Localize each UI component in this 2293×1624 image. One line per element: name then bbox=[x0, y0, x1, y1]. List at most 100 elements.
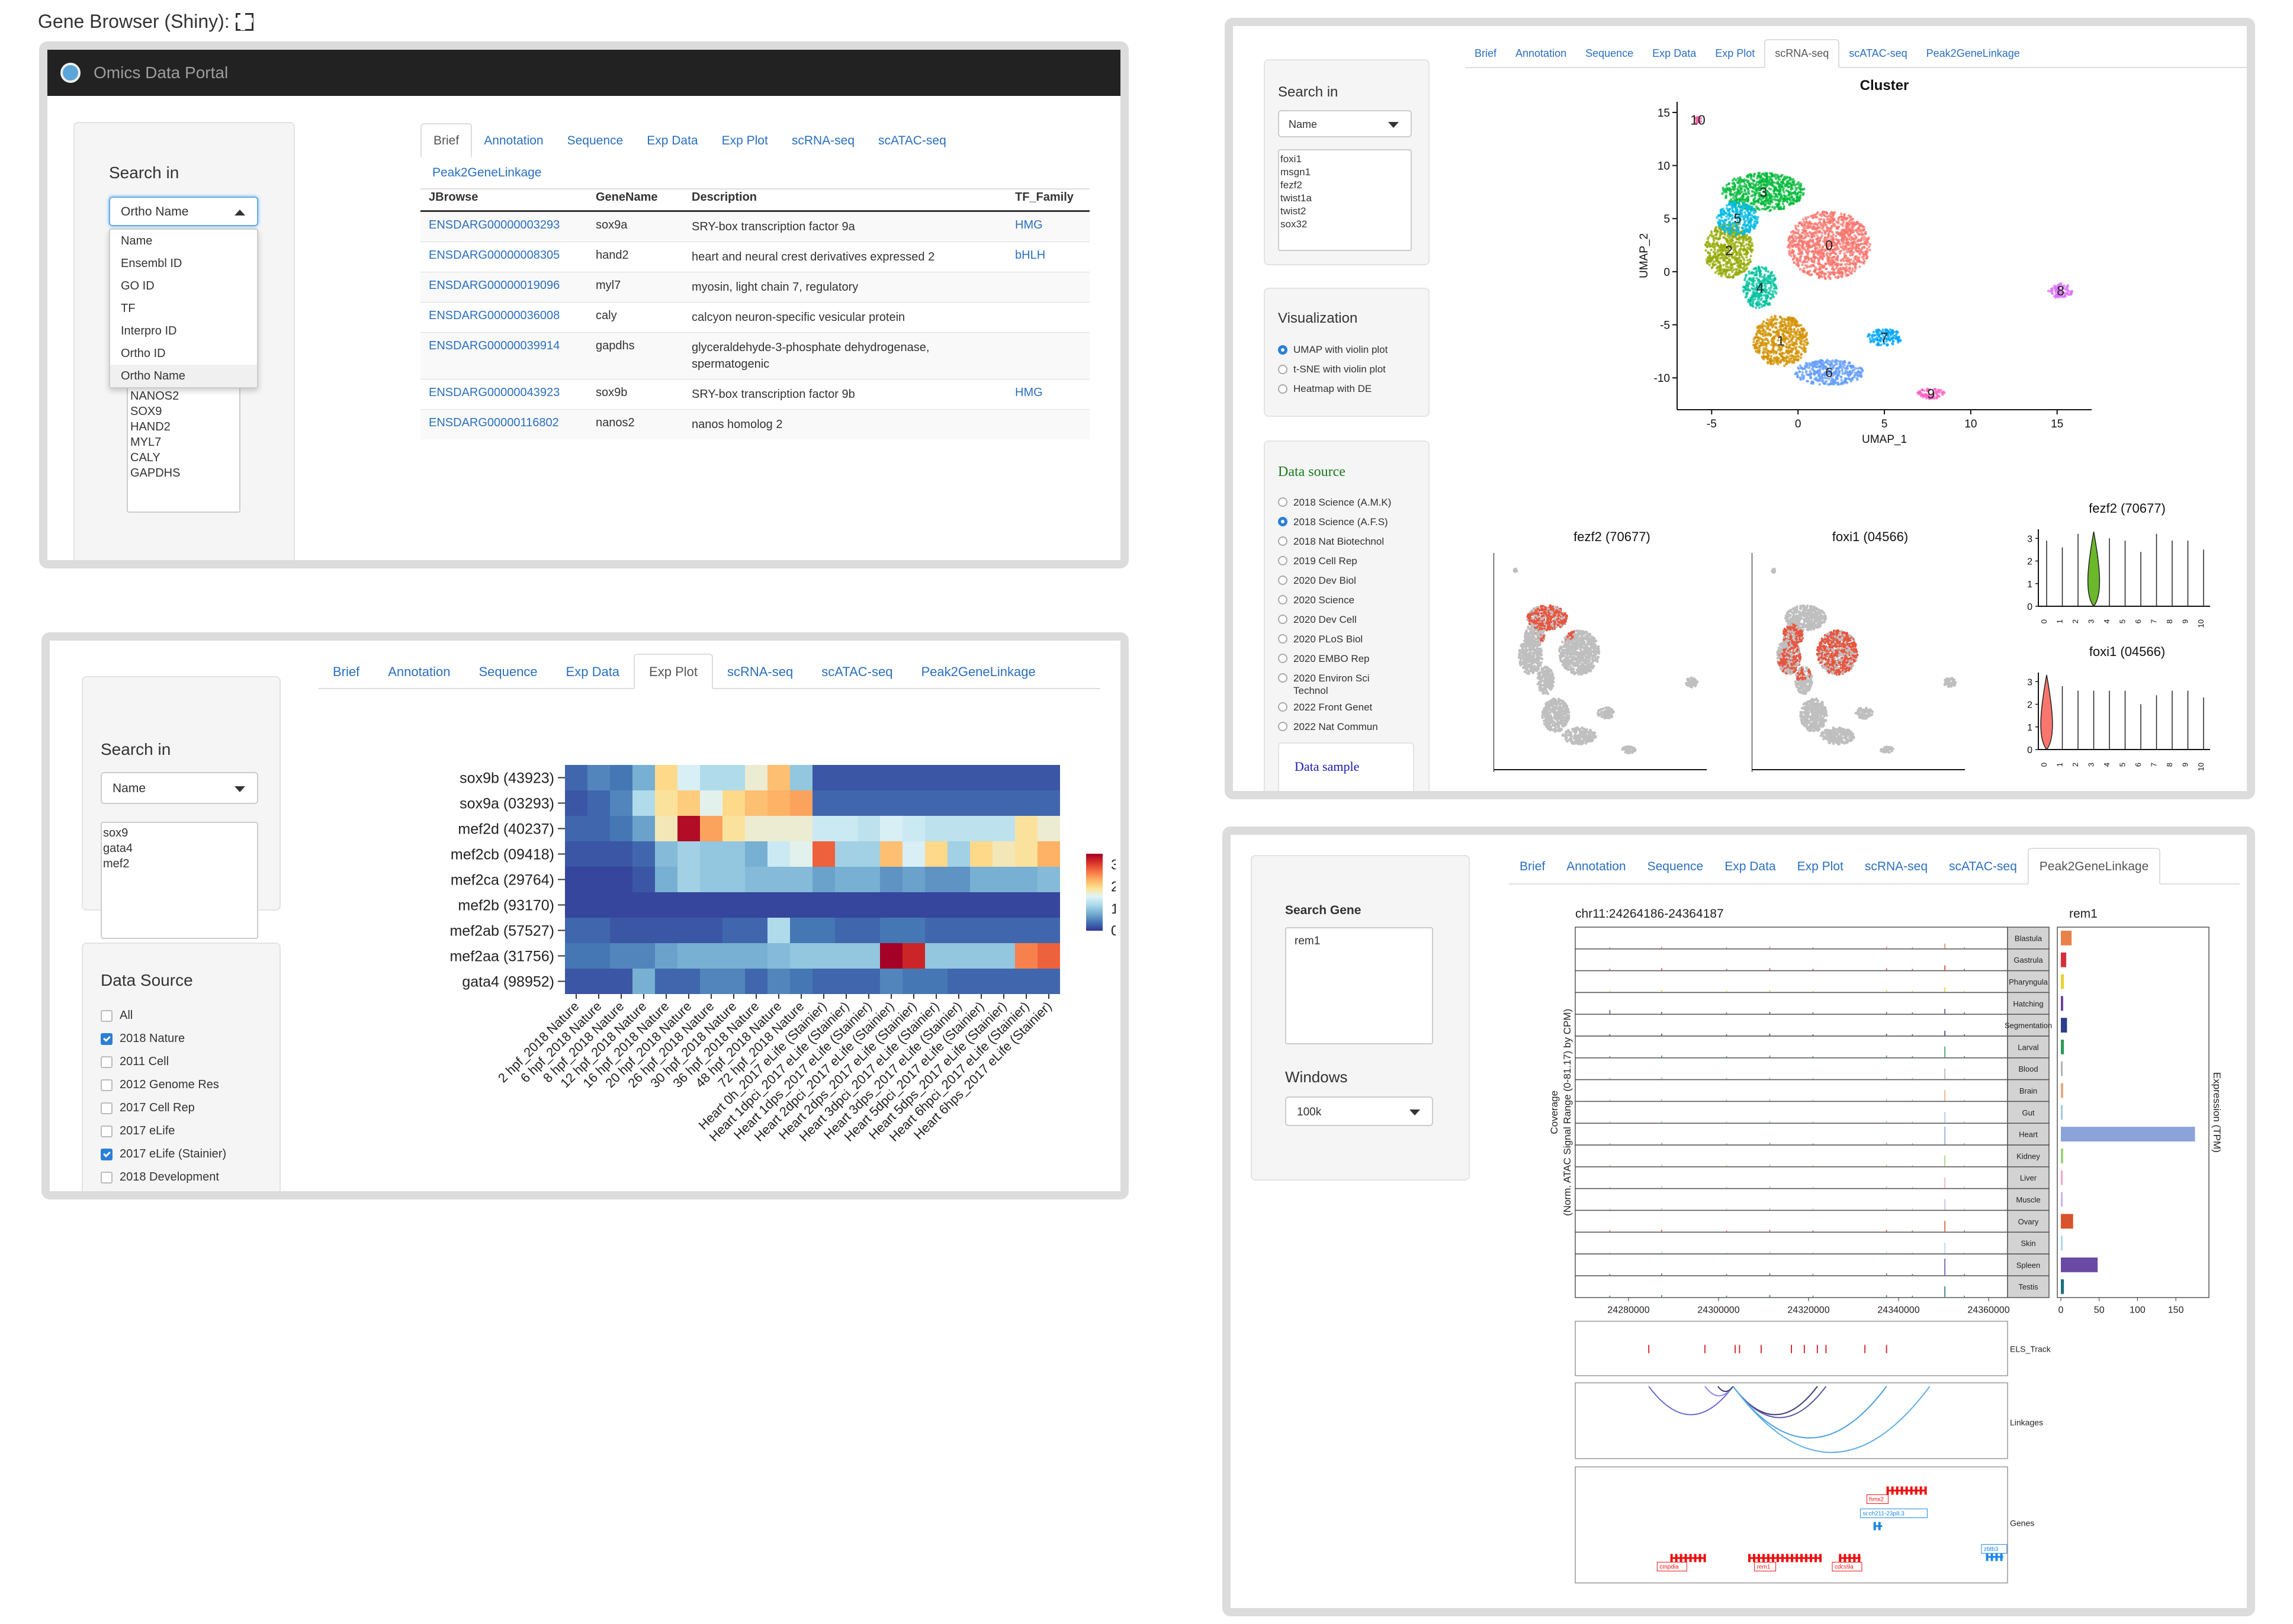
radio-button[interactable] bbox=[1278, 556, 1287, 565]
tab-sequence[interactable]: Sequence bbox=[478, 664, 538, 679]
radio-button[interactable] bbox=[1278, 615, 1287, 624]
data-source-option[interactable]: 2017 eLife (Stainier) bbox=[101, 1143, 226, 1166]
jbrowse-link[interactable]: ENSDARG00000039914 bbox=[429, 339, 560, 352]
checkbox[interactable] bbox=[101, 1102, 113, 1114]
data-source-option[interactable]: 2020 Environ Sci Technol bbox=[1278, 668, 1426, 697]
tab-brief[interactable]: Brief bbox=[420, 123, 473, 157]
radio-button[interactable] bbox=[1278, 634, 1287, 644]
tf-family-cell[interactable]: bHLH bbox=[1015, 249, 1046, 262]
tab-scrna-seq[interactable]: scRNA-seq bbox=[727, 664, 794, 679]
checkbox[interactable] bbox=[101, 1125, 113, 1137]
radio-button[interactable] bbox=[1278, 536, 1287, 546]
data-source-option[interactable]: 2018 Development bbox=[101, 1166, 226, 1189]
search-field-select[interactable]: Ortho Name bbox=[109, 197, 258, 226]
data-source-option[interactable]: 2020 PLoS Biol bbox=[1278, 629, 1426, 649]
dropdown-option-go-id[interactable]: GO ID bbox=[121, 279, 155, 292]
tab-scatac-seq[interactable]: scATAC-seq bbox=[878, 134, 946, 147]
tab-exp-data[interactable]: Exp Data bbox=[566, 664, 620, 679]
tab-scatac-seq[interactable]: scATAC-seq bbox=[1849, 47, 1907, 59]
jbrowse-link[interactable]: ENSDARG00000003293 bbox=[429, 218, 560, 231]
dropdown-option-tf[interactable]: TF bbox=[121, 302, 136, 315]
dropdown-option-ortho-name[interactable]: Ortho Name bbox=[110, 365, 257, 387]
radio-button[interactable] bbox=[1278, 595, 1287, 604]
jbrowse-link[interactable]: ENSDARG00000116802 bbox=[429, 416, 559, 429]
col-header-jbrowse[interactable]: JBrowse bbox=[429, 191, 478, 204]
dropdown-option-ortho-id[interactable]: Ortho ID bbox=[121, 347, 166, 360]
data-source-option[interactable]: 2020 Dev Cell bbox=[1278, 610, 1426, 629]
radio-button[interactable] bbox=[1278, 721, 1287, 731]
radio-button[interactable] bbox=[1278, 673, 1287, 683]
jbrowse-link[interactable]: ENSDARG00000008305 bbox=[429, 249, 560, 262]
radio-button[interactable] bbox=[1278, 345, 1287, 355]
cluster-point bbox=[1797, 229, 1800, 232]
tab-brief[interactable]: Brief bbox=[1475, 47, 1497, 59]
radio-button[interactable] bbox=[1278, 517, 1287, 526]
jbrowse-link[interactable]: ENSDARG00000036008 bbox=[429, 309, 560, 322]
gene-list-textarea[interactable]: sox9 gata4 mef2 bbox=[101, 822, 258, 939]
data-source-option[interactable]: 2020 EMBO Rep bbox=[1278, 649, 1426, 668]
search-field-select[interactable]: Name bbox=[101, 772, 258, 804]
tab-exp-data[interactable]: Exp Data bbox=[647, 134, 698, 147]
data-source-option[interactable]: 2019 Cell Rep bbox=[1278, 551, 1426, 571]
tab-annotation[interactable]: Annotation bbox=[1515, 47, 1567, 59]
data-source-option[interactable]: 2020 Dev Biol bbox=[1278, 571, 1426, 590]
tab-brief[interactable]: Brief bbox=[333, 664, 360, 679]
data-source-option[interactable]: 2018 Nat Biotechnol bbox=[1278, 532, 1426, 551]
data-source-option[interactable]: 2020 Science bbox=[1278, 590, 1426, 610]
visualization-option[interactable]: t-SNE with violin plot bbox=[1278, 359, 1388, 379]
jbrowse-link[interactable]: ENSDARG00000019096 bbox=[429, 279, 560, 292]
dropdown-option-ensembl-id[interactable]: Ensembl ID bbox=[121, 257, 182, 270]
gene-list-textarea[interactable]: NANOS2 SOX9 HAND2 MYL7 CALY GAPDHS bbox=[127, 384, 240, 513]
tab-exp-plot[interactable]: Exp Plot bbox=[634, 654, 713, 689]
tab-peak2genelinkage[interactable]: Peak2GeneLinkage bbox=[432, 166, 542, 179]
tf-family-cell[interactable]: HMG bbox=[1015, 386, 1043, 399]
tab-peak2genelinkage[interactable]: Peak2GeneLinkage bbox=[1926, 47, 2020, 59]
visualization-option[interactable]: UMAP with violin plot bbox=[1278, 340, 1388, 359]
data-source-option[interactable]: 2022 Front Genet bbox=[1278, 697, 1426, 717]
radio-button[interactable] bbox=[1278, 364, 1287, 374]
checkbox[interactable] bbox=[101, 1171, 113, 1184]
data-source-option[interactable]: 2017 eLife bbox=[101, 1120, 226, 1143]
dropdown-option-interpro-id[interactable]: Interpro ID bbox=[121, 324, 177, 337]
fullscreen-icon[interactable] bbox=[235, 12, 253, 31]
data-source-option[interactable]: 2011 Cell bbox=[101, 1050, 226, 1073]
tab-exp-plot[interactable]: Exp Plot bbox=[1715, 47, 1755, 59]
tab-exp-plot[interactable]: Exp Plot bbox=[721, 134, 768, 147]
navbar-title[interactable]: Omics Data Portal bbox=[94, 63, 229, 82]
data-source-option[interactable]: 2018 Nature bbox=[101, 1027, 226, 1050]
radio-button[interactable] bbox=[1278, 575, 1287, 585]
tab-scrna-seq[interactable]: scRNA-seq bbox=[1764, 39, 1840, 68]
tab-peak2genelinkage[interactable]: Peak2GeneLinkage bbox=[921, 664, 1036, 679]
data-source-option[interactable]: 2022 Nat Commun bbox=[1278, 717, 1426, 737]
data-source-option[interactable]: All bbox=[101, 1004, 226, 1027]
col-header-genename[interactable]: GeneName bbox=[596, 191, 658, 204]
tab-scrna-seq[interactable]: scRNA-seq bbox=[791, 134, 855, 147]
tab-annotation[interactable]: Annotation bbox=[484, 134, 544, 147]
col-header-description[interactable]: Description bbox=[692, 191, 757, 204]
tab-sequence[interactable]: Sequence bbox=[1585, 47, 1634, 59]
checkbox[interactable] bbox=[101, 1079, 113, 1091]
tab-exp-data[interactable]: Exp Data bbox=[1652, 47, 1697, 59]
tab-annotation[interactable]: Annotation bbox=[388, 664, 451, 679]
radio-button[interactable] bbox=[1278, 384, 1287, 394]
visualization-option[interactable]: Heatmap with DE bbox=[1278, 379, 1388, 398]
col-header-tf-family[interactable]: TF_Family bbox=[1015, 191, 1074, 204]
checkbox[interactable] bbox=[101, 1033, 113, 1045]
radio-button[interactable] bbox=[1278, 497, 1287, 507]
search-field-select[interactable]: Name bbox=[1278, 110, 1412, 137]
jbrowse-link[interactable]: ENSDARG00000043923 bbox=[429, 386, 560, 399]
tab-scatac-seq[interactable]: scATAC-seq bbox=[821, 664, 893, 679]
checkbox[interactable] bbox=[101, 1056, 113, 1068]
checkbox[interactable] bbox=[101, 1009, 113, 1022]
data-source-option[interactable]: 2012 Genome Res bbox=[101, 1073, 226, 1096]
radio-button[interactable] bbox=[1278, 702, 1287, 712]
checkbox[interactable] bbox=[101, 1148, 113, 1160]
data-source-option[interactable]: 2018 Science (A.F.S) bbox=[1278, 512, 1426, 532]
gene-list-textarea[interactable]: foxi1 msgn1 fezf2 twist1a twist2 sox32 bbox=[1278, 149, 1412, 251]
tab-sequence[interactable]: Sequence bbox=[567, 134, 624, 147]
data-source-option[interactable]: 2018 Science (A.M.K) bbox=[1278, 493, 1426, 512]
radio-button[interactable] bbox=[1278, 654, 1287, 663]
tf-family-cell[interactable]: HMG bbox=[1015, 218, 1043, 231]
data-source-option[interactable]: 2017 Cell Rep bbox=[101, 1096, 226, 1120]
dropdown-option-name[interactable]: Name bbox=[121, 234, 153, 247]
